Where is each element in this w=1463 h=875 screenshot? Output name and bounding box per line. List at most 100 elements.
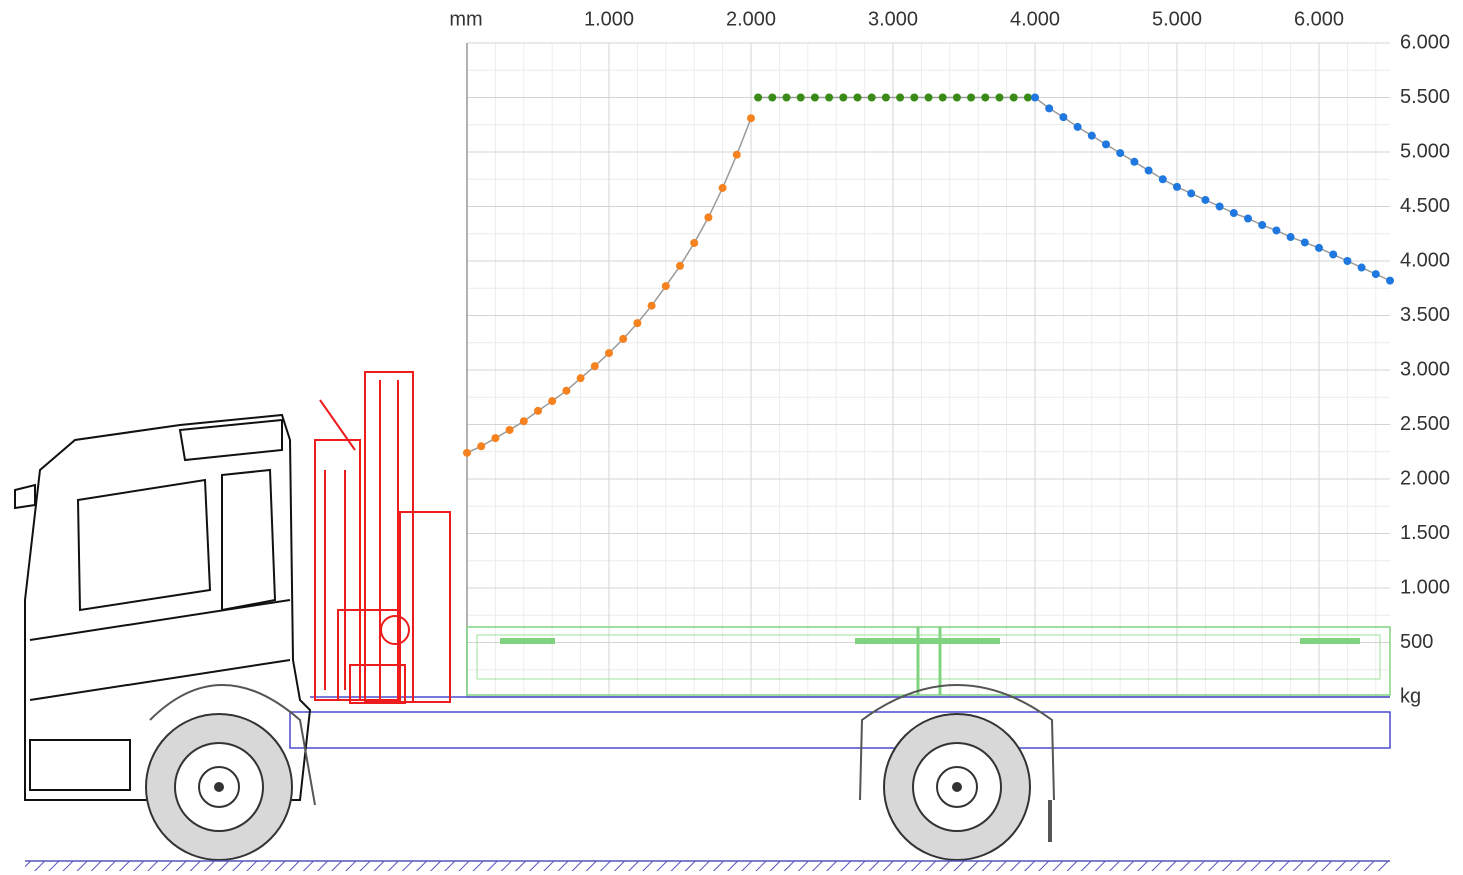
chassis <box>289 711 1391 749</box>
y-tick-label: 5.000 <box>1400 140 1450 162</box>
point <box>576 374 585 383</box>
point <box>881 93 890 102</box>
point <box>1023 93 1032 102</box>
x-tick-label: 1.000 <box>584 8 634 30</box>
point <box>661 282 670 291</box>
y-tick-label: 1.500 <box>1400 522 1450 544</box>
point <box>1009 93 1018 102</box>
x-tick-label: 3.000 <box>868 8 918 30</box>
point <box>1045 104 1054 113</box>
point <box>1144 166 1153 175</box>
point <box>1244 214 1252 223</box>
flatbed <box>466 626 1391 696</box>
point <box>1031 93 1039 102</box>
point <box>704 213 713 222</box>
point <box>1158 175 1167 184</box>
point <box>924 93 933 102</box>
point <box>1201 195 1210 204</box>
point <box>676 261 684 270</box>
truck-drawing <box>14 371 1391 871</box>
point <box>1102 140 1110 149</box>
point <box>867 93 876 102</box>
rear-fender <box>859 684 1055 801</box>
point <box>754 93 763 102</box>
point <box>938 93 947 102</box>
grid <box>466 42 1390 698</box>
y-tick-label: 6.000 <box>1400 31 1450 53</box>
point <box>491 434 500 443</box>
front-wheel <box>145 713 293 861</box>
point <box>782 93 791 102</box>
point <box>1258 221 1267 230</box>
point <box>619 334 628 343</box>
y-tick-label: 5.500 <box>1400 86 1450 108</box>
point <box>463 448 471 457</box>
point <box>633 319 642 328</box>
x-tick-label: 4.000 <box>1010 8 1060 30</box>
point <box>647 301 656 310</box>
x-axis-label: mm <box>449 8 482 30</box>
ground <box>25 861 1390 871</box>
y-tick-label: 500 <box>1400 631 1433 653</box>
point <box>1215 202 1224 211</box>
y-tick-label: 3.500 <box>1400 304 1450 326</box>
point <box>1173 182 1181 191</box>
point <box>690 239 699 248</box>
point <box>839 93 848 102</box>
x-tick-label: 6.000 <box>1294 8 1344 30</box>
point <box>718 183 727 192</box>
y-tick-label: 4.000 <box>1400 249 1450 271</box>
point <box>1286 233 1295 242</box>
point <box>562 386 571 395</box>
point <box>910 93 919 102</box>
point <box>810 93 819 102</box>
crane <box>314 371 451 704</box>
x-tick-label: 5.000 <box>1152 8 1202 30</box>
point <box>967 93 976 102</box>
y-tick-label: 3.000 <box>1400 358 1450 380</box>
point <box>1187 189 1196 198</box>
point <box>995 93 1004 102</box>
point <box>796 93 805 102</box>
point <box>1315 243 1323 252</box>
point <box>1329 250 1338 259</box>
point <box>981 93 990 102</box>
point <box>1272 226 1281 235</box>
cab <box>14 413 312 801</box>
x-tick-label: 2.000 <box>726 8 776 30</box>
point <box>732 150 741 159</box>
point <box>534 406 542 415</box>
point <box>768 93 777 102</box>
point <box>605 349 613 358</box>
point <box>747 114 755 123</box>
point <box>505 425 514 434</box>
point <box>825 93 834 102</box>
point <box>1116 149 1125 158</box>
point <box>1357 263 1366 272</box>
point <box>1130 157 1139 166</box>
point <box>1229 209 1238 218</box>
point <box>1087 131 1096 140</box>
point <box>477 442 486 451</box>
point <box>1371 270 1380 279</box>
point <box>1059 113 1068 122</box>
point <box>1343 257 1352 265</box>
y-axis-label: kg <box>1400 685 1421 707</box>
point <box>548 397 557 406</box>
point <box>590 362 599 371</box>
point <box>853 93 862 102</box>
y-tick-label: 2.500 <box>1400 413 1450 435</box>
y-tick-label: 2.000 <box>1400 467 1450 489</box>
y-tick-label: 4.500 <box>1400 195 1450 217</box>
flatbed-inner <box>476 634 1381 680</box>
rear-wheel <box>883 713 1031 861</box>
point <box>519 417 528 426</box>
point <box>1300 238 1309 247</box>
front-fender <box>149 684 316 806</box>
point <box>896 93 905 102</box>
y-tick-label: 1.000 <box>1400 576 1450 598</box>
point <box>952 93 961 102</box>
point <box>1073 122 1082 131</box>
